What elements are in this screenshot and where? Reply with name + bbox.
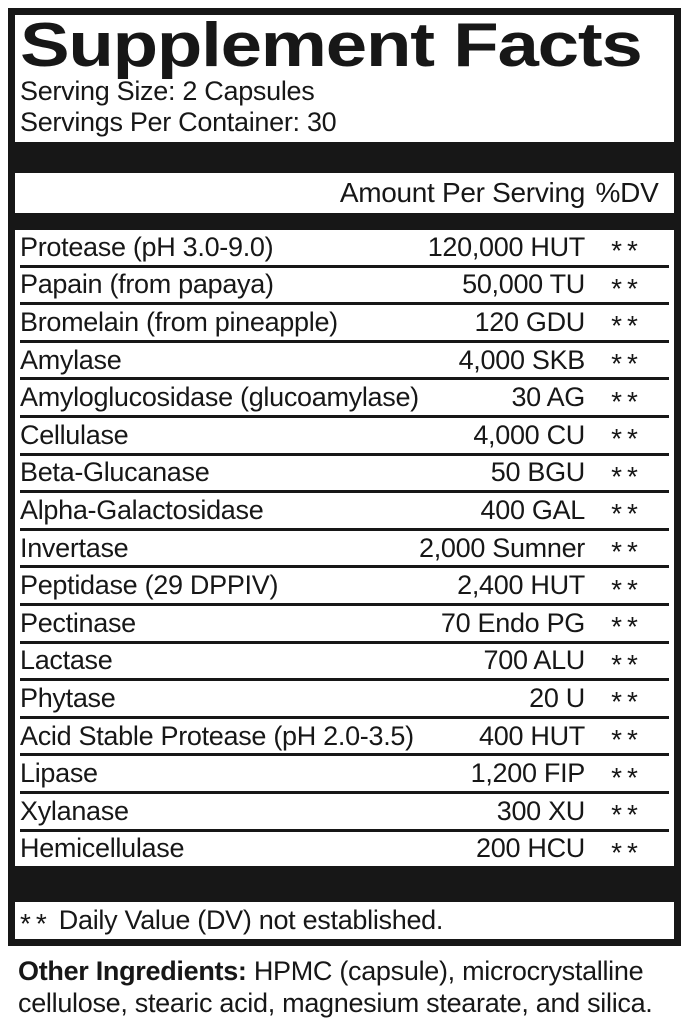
table-row: Phytase 20 U ** [20,678,669,718]
table-row: Amylase 4,000 SKB ** [20,339,669,380]
ingredient-amount: 30 AG [511,382,585,413]
ingredient-amount: 50 BGU [490,457,586,488]
ingredient-dv: ** [611,686,643,718]
ingredient-name: Protease (pH 3.0-9.0) [20,231,274,262]
ingredient-dv: ** [611,310,643,342]
ingredient-name: Acid Stable Protease (pH 2.0-3.5) [20,720,414,751]
ingredient-name: Bromelain (from pineapple) [20,306,338,337]
ingredient-dv: ** [611,460,643,492]
table-row: Cellulase 4,000 CU ** [20,414,669,455]
amount-column-header: Amount Per Serving [339,177,585,208]
ingredient-dv: ** [611,423,643,455]
ingredient-dv: ** [611,348,643,380]
divider-bar-thick [15,866,674,903]
ingredient-dv: ** [611,724,643,756]
divider-bar-thin [15,213,674,230]
ingredient-dv: ** [611,385,643,417]
ingredient-dv: ** [611,498,643,530]
ingredient-name: Cellulase [20,419,129,450]
ingredient-name: Xylanase [20,795,129,826]
ingredient-name: Beta-Glucanase [20,457,210,488]
table-row: Invertase 2,000 Sumner ** [20,527,669,568]
ingredient-name: Amyloglucosidase (glucoamylase) [20,382,419,413]
dv-footnote: ** Daily Value (DV) not established. [20,902,669,939]
table-row: Acid Stable Protease (pH 2.0-3.5) 400 HU… [20,715,669,756]
ingredient-amount: 120 GDU [474,306,586,337]
ingredient-name: Phytase [20,682,116,713]
divider-bar-thick [15,142,674,173]
ingredient-dv: ** [611,611,643,643]
ingredient-name: Invertase [20,532,129,563]
ingredient-amount: 2,400 HUT [457,570,585,601]
ingredient-dv: ** [611,272,643,304]
ingredient-dv: ** [611,799,643,831]
ingredient-name: Pectinase [20,607,136,638]
ingredient-dv: ** [611,648,643,680]
ingredient-name: Lipase [20,758,98,789]
ingredient-amount: 50,000 TU [462,269,585,300]
other-ingredients: Other Ingredients: HPMC (capsule), micro… [18,956,676,1019]
ingredient-amount: 400 HUT [479,720,585,751]
ingredient-amount: 120,000 HUT [427,231,586,262]
ingredient-table: Protease (pH 3.0-9.0) 120,000 HUT ** Pap… [20,230,669,868]
ingredient-dv: ** [611,836,643,868]
table-row: Amyloglucosidase (glucoamylase) 30 AG ** [20,377,669,417]
ingredient-amount: 2,000 Sumner [418,532,585,563]
footnote-text: Daily Value (DV) not established. [58,905,444,936]
ingredient-amount: 700 ALU [483,645,586,676]
ingredient-amount: 200 HCU [476,833,585,864]
table-row: Lactase 700 ALU ** [20,640,669,680]
ingredient-name: Hemicellulase [20,833,185,864]
serving-size: Serving Size: 2 Capsules [20,76,315,106]
ingredient-name: Papain (from papaya) [20,269,274,300]
ingredient-dv: ** [611,573,643,605]
ingredient-name: Lactase [20,645,113,676]
footnote-marker: ** [20,907,52,939]
ingredient-name: Peptidase (29 DPPIV) [20,570,279,601]
table-row: Bromelain (from pineapple) 120 GDU ** [20,302,669,342]
dv-column-header: %DV [595,177,659,208]
table-row: Pectinase 70 Endo PG ** [20,602,669,643]
table-row: Peptidase (29 DPPIV) 2,400 HUT ** [20,565,669,605]
table-row: Lipase 1,200 FIP ** [20,753,669,793]
table-row: Hemicellulase 200 HCU ** [20,828,669,868]
servings-per-container: Servings Per Container: 30 [20,107,337,137]
ingredient-amount: 400 GAL [480,494,586,525]
ingredient-amount: 4,000 CU [473,419,585,450]
table-row: Beta-Glucanase 50 BGU ** [20,452,669,492]
table-row: Papain (from papaya) 50,000 TU ** [20,264,669,304]
other-ingredients-text: HPMC (capsule), microcrystalline cellulo… [18,956,653,1018]
facts-panel: Supplement Facts Serving Size: 2 Capsule… [8,8,681,946]
ingredient-amount: 4,000 SKB [458,344,586,375]
ingredient-dv: ** [611,761,643,793]
ingredient-amount: 1,200 FIP [470,758,586,789]
other-ingredients-label: Other Ingredients: [18,956,247,986]
panel-title: Supplement Facts [20,11,643,80]
ingredient-amount: 300 XU [496,795,586,826]
ingredient-amount: 20 U [529,682,585,713]
table-row: Protease (pH 3.0-9.0) 120,000 HUT ** [20,230,669,267]
ingredient-name: Amylase [20,344,122,375]
ingredient-amount: 70 Endo PG [440,607,585,638]
table-row: Alpha-Galactosidase 400 GAL ** [20,490,669,530]
table-row: Xylanase 300 XU ** [20,790,669,831]
ingredient-dv: ** [611,536,643,568]
ingredient-dv: ** [611,235,643,267]
column-header-row: Amount Per Serving %DV [20,173,669,213]
ingredient-name: Alpha-Galactosidase [20,494,264,525]
